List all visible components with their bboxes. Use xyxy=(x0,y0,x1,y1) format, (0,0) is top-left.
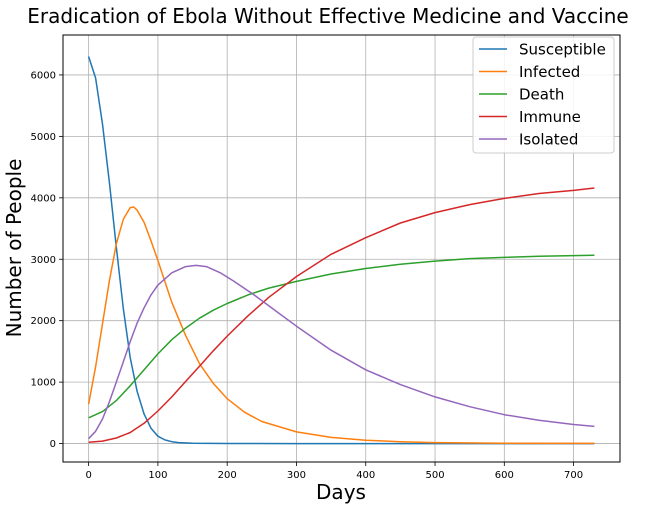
x-tick-label: 100 xyxy=(148,470,167,481)
series-line-death xyxy=(88,254,595,419)
y-tick-label: 1000 xyxy=(31,378,56,389)
x-tick-label: 700 xyxy=(564,470,583,481)
legend-entry-infected: Infected xyxy=(519,63,580,81)
x-tick-label: 600 xyxy=(495,470,514,481)
legend-entry-death: Death xyxy=(519,86,564,104)
x-tick-label: 400 xyxy=(356,470,375,481)
legend-entry-immune: Immune xyxy=(519,108,581,126)
y-tick-label: 3000 xyxy=(31,255,56,266)
series-line-immune xyxy=(88,187,595,444)
x-axis-ticks: 0 100 200 300 400 500 600 700 xyxy=(85,462,583,481)
x-tick-label: 300 xyxy=(287,470,306,481)
x-tick-label: 200 xyxy=(218,470,237,481)
legend-entry-susceptible: Susceptible xyxy=(519,41,606,59)
y-tick-label: 5000 xyxy=(31,132,56,143)
y-tick-label: 6000 xyxy=(31,70,56,81)
x-axis-label: Days xyxy=(316,480,366,504)
series-line-susceptible xyxy=(87,56,595,445)
y-tick-label: 4000 xyxy=(31,193,56,204)
legend-entry-isolated: Isolated xyxy=(519,131,578,149)
series-line-infected xyxy=(87,206,595,445)
y-tick-label: 2000 xyxy=(31,316,56,327)
series-line-isolated xyxy=(88,264,595,440)
x-tick-label: 500 xyxy=(425,470,444,481)
plot-frame xyxy=(62,34,621,463)
legend: Susceptible Infected Death Immune Isolated xyxy=(472,36,615,154)
x-tick-label: 0 xyxy=(85,470,91,481)
legend-box xyxy=(472,36,615,154)
y-axis-ticks: 0 1000 2000 3000 4000 5000 6000 xyxy=(31,70,63,450)
chart-title: Eradication of Ebola Without Effective M… xyxy=(27,4,628,28)
grid xyxy=(63,35,620,462)
y-tick-label: 0 xyxy=(50,439,56,450)
y-axis-label: Number of People xyxy=(2,159,26,338)
series-group xyxy=(87,56,595,445)
